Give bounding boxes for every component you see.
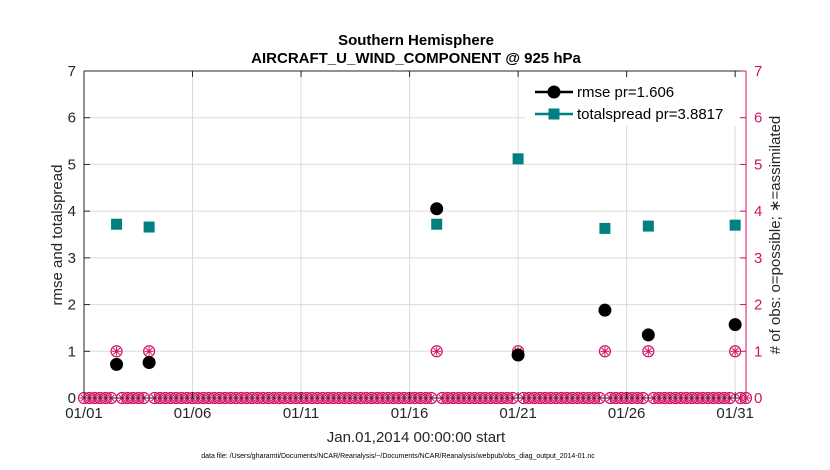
obs-assimilated-stroke — [601, 347, 609, 355]
chart-title: Southern Hemisphere — [338, 32, 494, 49]
y2-tick-label: 6 — [754, 110, 762, 127]
y-tick-label: 4 — [68, 203, 76, 220]
obs-assimilated-stroke — [731, 347, 739, 355]
y-tick-label: 5 — [68, 156, 76, 173]
totalspread-point — [143, 221, 155, 233]
totalspread-point — [729, 219, 741, 231]
totalspread-point — [431, 218, 443, 230]
y2-tick-label: 0 — [754, 390, 762, 407]
y2-axis-label: # of obs: o=possible; ∗=assimilated — [767, 116, 784, 355]
x-tick-label: 01/31 — [716, 405, 754, 422]
rmse-point — [641, 328, 655, 342]
x-tick-label: 01/11 — [283, 405, 319, 422]
legend-rmse-marker — [547, 85, 561, 99]
y-tick-label: 3 — [68, 250, 76, 267]
legend-box — [525, 78, 739, 126]
x-tick-label: 01/21 — [499, 405, 537, 422]
axes-layer: 01/01 01/06 01/11 01/16 01/21 01/26 01/3101234… — [65, 63, 762, 422]
obs-assimilated-point — [600, 346, 610, 356]
legend-totalspread-label: totalspread pr=3.8817 — [577, 106, 723, 123]
totalspread-point — [111, 218, 123, 230]
rmse-point — [598, 303, 612, 317]
y-tick-label: 0 — [68, 390, 76, 407]
obs-assimilated-stroke — [145, 347, 153, 355]
obs-assimilated-stroke — [644, 347, 652, 355]
footer-data-file: data file: /Users/gharamti/Documents/NCA… — [201, 453, 595, 460]
y2-tick-label: 4 — [754, 203, 762, 220]
obs-assimilated-point — [643, 346, 653, 356]
y-axis-label: rmse and totalspread — [49, 165, 66, 306]
legend-rmse-label: rmse pr=1.606 — [577, 84, 674, 101]
obs-assimilated-stroke — [113, 347, 121, 355]
obs-possible-point — [598, 345, 612, 358]
y2-tick-label: 2 — [754, 297, 762, 314]
totalspread-point — [599, 222, 611, 234]
data-layer — [77, 153, 753, 405]
y2-tick-label: 5 — [754, 156, 762, 173]
y2-tick-label: 1 — [754, 343, 762, 360]
x-tick-label: 01/06 — [174, 405, 212, 422]
x-axis-label: Jan.01,2014 00:00:00 start — [327, 429, 506, 446]
y2-tick-label: 3 — [754, 250, 762, 267]
obs-assimilated-point — [730, 346, 740, 356]
rmse-point — [511, 348, 525, 362]
obs-assimilated-point — [432, 346, 442, 356]
y-tick-label: 2 — [68, 297, 76, 314]
obs-assimilated-stroke — [433, 347, 441, 355]
obs-assimilated-point — [144, 346, 154, 356]
legend: rmse pr=1.606 totalspread pr=3.8817 — [525, 78, 739, 126]
rmse-point — [728, 318, 742, 332]
x-tick-label: 01/16 — [391, 405, 429, 422]
y-tick-label: 6 — [68, 110, 76, 127]
totalspread-point — [642, 220, 654, 232]
y-tick-label: 7 — [68, 63, 76, 80]
obs-possible-point — [430, 345, 443, 358]
x-tick-label: 01/26 — [608, 405, 646, 422]
obs-assimilated-point — [112, 346, 122, 356]
rmse-point — [110, 357, 124, 371]
rmse-point — [142, 355, 156, 369]
totalspread-point — [512, 153, 524, 165]
x-tick-label: 01/01 — [65, 405, 103, 422]
chart-subtitle: AIRCRAFT_U_WIND_COMPONENT @ 925 hPa — [251, 50, 581, 67]
y-tick-label: 1 — [68, 343, 76, 360]
legend-totalspread-marker — [548, 108, 560, 120]
obs-possible-point — [110, 345, 123, 358]
y2-tick-label: 7 — [754, 63, 762, 80]
rmse-point — [430, 202, 444, 216]
obs-possible-point — [642, 345, 655, 358]
